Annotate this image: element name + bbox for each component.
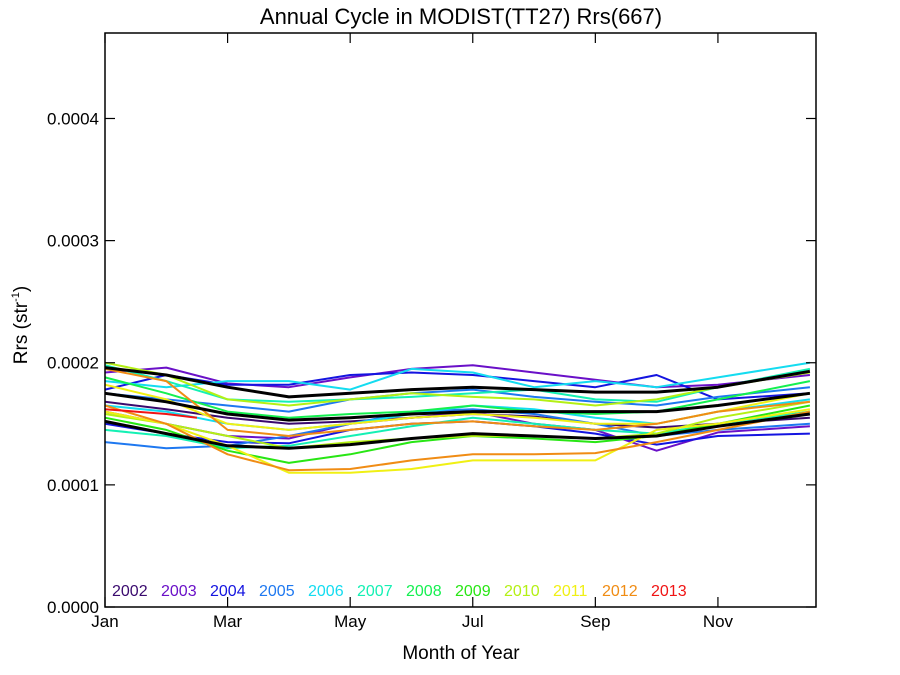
series-line-20 <box>104 408 198 419</box>
x-tick-label: Jan <box>91 612 118 631</box>
x-tick-label: May <box>334 612 367 631</box>
legend-item: 2013 <box>651 583 687 600</box>
legend-item: 2008 <box>406 583 442 600</box>
svg-text:Rrs (str-1): Rrs (str-1) <box>10 286 32 364</box>
chart-title: Annual Cycle in MODIST(TT27) Rrs(667) <box>260 4 662 29</box>
y-tick-label: 0.0004 <box>47 109 99 128</box>
series-line-19 <box>104 367 811 437</box>
y-tick-label: 0.0002 <box>47 354 99 373</box>
series-line-17 <box>104 408 811 474</box>
legend-item: 2010 <box>504 583 540 600</box>
legend-item: 2012 <box>602 583 638 600</box>
series-line-14 <box>104 361 811 407</box>
series-group <box>104 361 811 474</box>
legend-item: 2009 <box>455 583 491 600</box>
series-line-8 <box>104 361 811 391</box>
legend-item: 2002 <box>112 583 148 600</box>
x-tick-label: Jul <box>462 612 484 631</box>
y-tick-label: 0.0000 <box>47 598 99 617</box>
legend-item: 2006 <box>308 583 344 600</box>
y-axis-label-close: ) <box>11 286 32 292</box>
legend: 2002 2003 2004 2005 2006 2007 2008 2009 2010 2011… <box>112 583 687 600</box>
legend-item: 2004 <box>210 583 246 600</box>
y-axis-label: Rrs (str-1) <box>10 286 32 364</box>
legend-item: 2005 <box>259 583 295 600</box>
y-axis: 0.0000 0.0001 0.0002 0.0003 0.0004 <box>47 109 816 617</box>
y-axis-label-superscript: -1 <box>10 292 22 302</box>
series-line-21 <box>104 366 811 399</box>
x-axis-label: Month of Year <box>402 643 520 664</box>
legend-item: 2007 <box>357 583 393 600</box>
legend-item: 2011 <box>553 583 588 600</box>
y-tick-label: 0.0001 <box>47 476 99 495</box>
y-axis-label-main: Rrs (str <box>11 301 32 364</box>
legend-item: 2003 <box>161 583 197 600</box>
plot-frame <box>104 32 817 608</box>
x-axis: Jan Mar May Jul Sep Nov <box>91 33 734 631</box>
series-line-2 <box>104 364 811 389</box>
x-tick-label: Mar <box>213 612 243 631</box>
series-line-23 <box>104 412 811 450</box>
y-tick-label: 0.0003 <box>47 232 99 251</box>
x-tick-label: Sep <box>580 612 610 631</box>
series-line-7 <box>104 386 811 413</box>
x-tick-label: Nov <box>703 612 734 631</box>
series-line-22 <box>104 391 811 422</box>
series-line-18 <box>104 404 811 472</box>
